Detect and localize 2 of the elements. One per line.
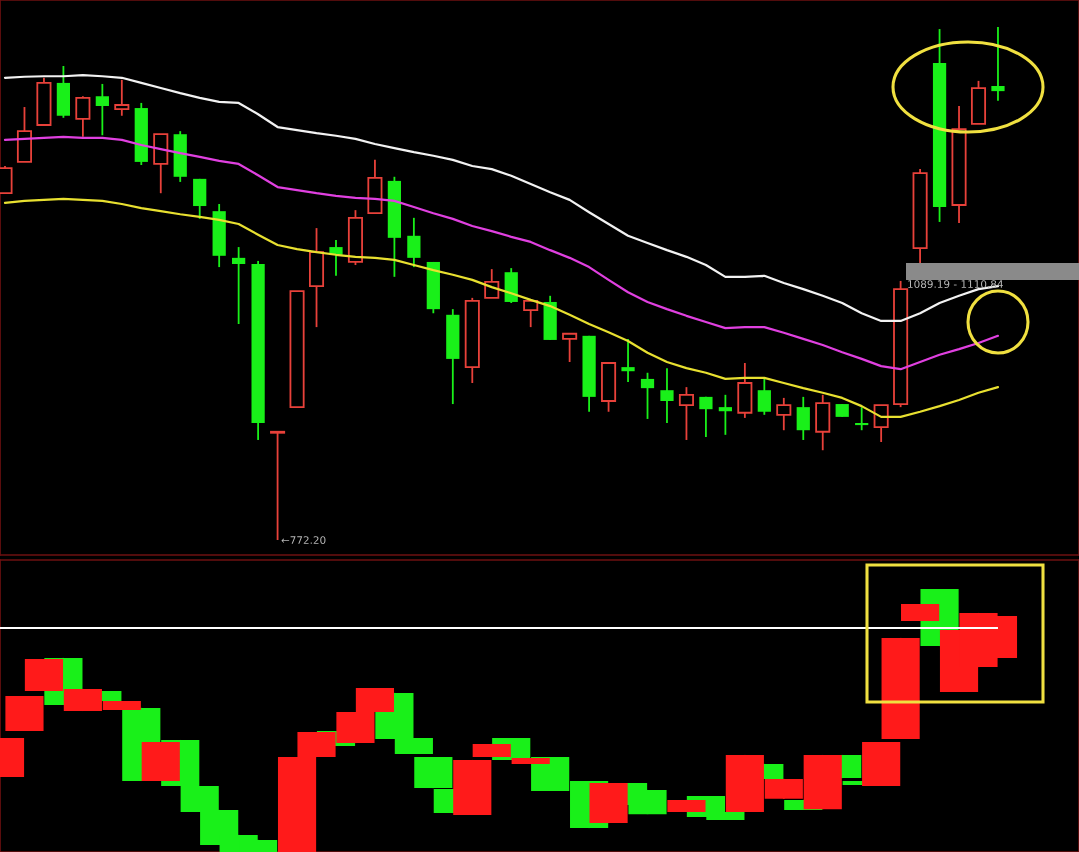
annotation: 1089.19 - 1110.84 <box>908 280 1003 289</box>
annotation: ←772.20 <box>281 536 326 545</box>
